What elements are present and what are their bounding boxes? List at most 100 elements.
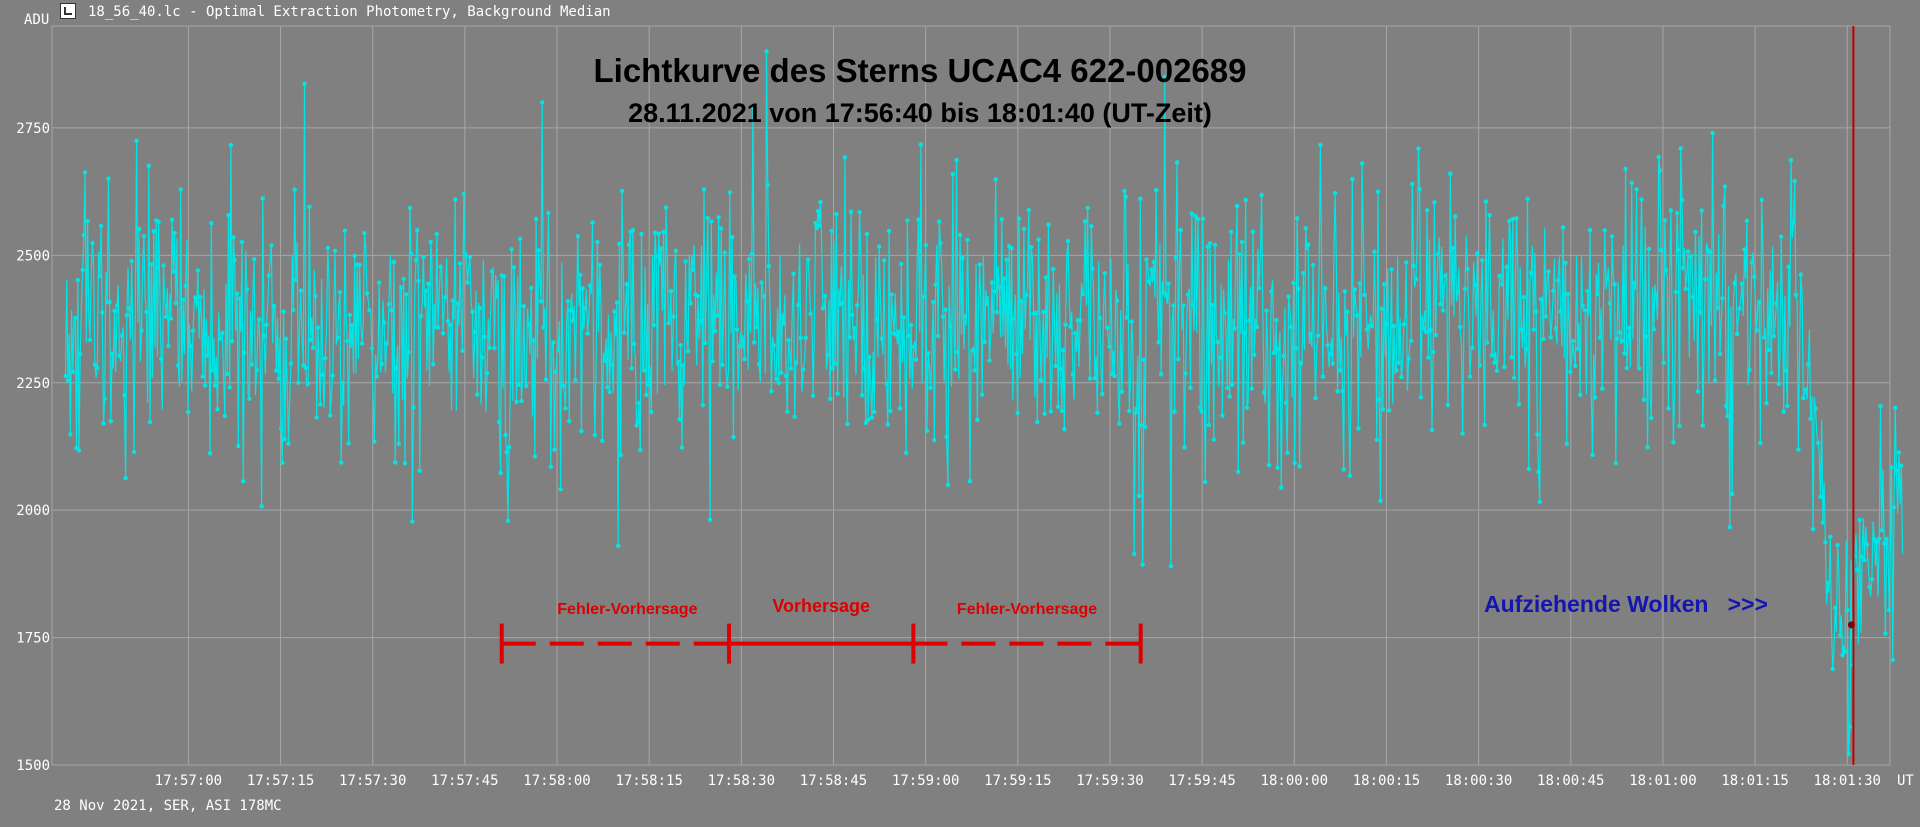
x-tick-label: 18:00:15 [1353, 773, 1420, 789]
data-point [81, 232, 87, 238]
data-point [519, 398, 524, 404]
data-point [750, 105, 756, 110]
data-point [1298, 360, 1304, 365]
data-point [901, 315, 906, 320]
data-point [747, 256, 752, 262]
data-point [1288, 324, 1294, 330]
data-point [1087, 376, 1093, 381]
data-point [1252, 352, 1257, 358]
data-point [1431, 349, 1436, 355]
data-point [1624, 365, 1630, 371]
data-point [1537, 499, 1543, 504]
data-point [90, 240, 95, 246]
data-point [1590, 452, 1595, 458]
data-point [1570, 338, 1576, 344]
data-point [1658, 247, 1664, 253]
data-point [700, 402, 705, 408]
data-point [1472, 283, 1478, 288]
data-point [369, 346, 375, 351]
data-point [410, 519, 415, 524]
data-point [785, 409, 790, 414]
data-point [80, 267, 85, 273]
data-point [1509, 355, 1514, 360]
data-point [1703, 277, 1708, 282]
data-point [1435, 252, 1441, 257]
data-point [1646, 246, 1652, 252]
data-point [379, 361, 384, 367]
data-point [994, 310, 1000, 315]
data-point [698, 318, 703, 324]
data-point [426, 281, 431, 286]
data-point [274, 368, 279, 373]
data-point [1737, 306, 1742, 311]
footer-info: 28 Nov 2021, SER, ASI 178MC [54, 798, 282, 814]
data-point [1294, 216, 1300, 221]
data-point [181, 297, 186, 302]
data-point [147, 419, 153, 425]
data-point [1614, 336, 1620, 341]
data-point [999, 217, 1004, 222]
data-point [720, 362, 725, 367]
data-point [1791, 220, 1796, 225]
data-point [1796, 447, 1801, 452]
data-point [1222, 310, 1228, 316]
data-point [1785, 403, 1790, 409]
data-point [203, 383, 208, 388]
data-point [1833, 605, 1838, 610]
data-point [1617, 330, 1622, 335]
data-point [1107, 344, 1112, 349]
data-point [200, 374, 205, 379]
data-point [453, 197, 458, 202]
data-point [190, 328, 196, 333]
data-point [661, 229, 666, 235]
data-point [1269, 289, 1274, 294]
data-point [166, 343, 171, 349]
data-point [867, 354, 872, 360]
data-point [1677, 424, 1682, 429]
data-point [923, 242, 928, 248]
data-point [970, 348, 975, 353]
data-point [1573, 363, 1578, 369]
data-point [1292, 460, 1297, 466]
data-point [719, 226, 724, 231]
data-point [1810, 526, 1816, 532]
data-point [1538, 297, 1544, 302]
data-point [1525, 196, 1530, 202]
data-point [874, 317, 879, 322]
data-point [1502, 364, 1507, 370]
data-point [1058, 367, 1063, 372]
data-point [207, 451, 213, 456]
data-point [1291, 280, 1296, 286]
data-point [1634, 187, 1639, 192]
app-icon[interactable] [60, 3, 76, 19]
data-point [1560, 225, 1566, 230]
data-point [1384, 321, 1389, 326]
data-point [984, 301, 990, 306]
data-point [823, 293, 828, 299]
data-point [641, 368, 647, 373]
data-point [835, 391, 840, 396]
data-point [894, 332, 899, 338]
data-point [1774, 301, 1779, 306]
data-point [226, 213, 231, 218]
data-point [1769, 370, 1774, 375]
data-point [1261, 390, 1267, 395]
data-point [744, 299, 750, 304]
data-point [1089, 224, 1094, 229]
data-point [134, 138, 139, 143]
data-point [1424, 208, 1430, 213]
data-point [730, 234, 735, 240]
data-point [911, 344, 916, 349]
data-point [448, 322, 453, 327]
data-point [1063, 322, 1068, 327]
data-point [1070, 372, 1076, 377]
data-point [279, 426, 284, 431]
data-point [228, 142, 234, 148]
data-point [318, 402, 323, 407]
data-point [580, 286, 585, 291]
data-point [754, 325, 759, 330]
data-point [1882, 541, 1887, 546]
data-point [1605, 275, 1610, 281]
data-point [1429, 427, 1435, 433]
data-point [1531, 327, 1536, 332]
